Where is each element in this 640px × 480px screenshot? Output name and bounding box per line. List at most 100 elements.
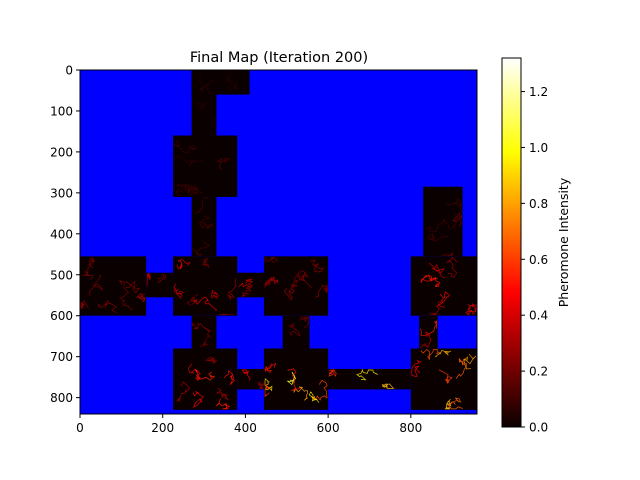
pheromone-trail — [224, 69, 233, 83]
pheromone-trail — [310, 259, 324, 273]
pheromone-trail — [445, 399, 452, 410]
pheromone-trail — [146, 273, 152, 286]
pheromone-trail — [464, 304, 473, 316]
map-region — [237, 368, 265, 390]
pheromone-trail — [205, 356, 218, 364]
x-tick-label: 0 — [76, 421, 84, 435]
pheromone-trail — [328, 369, 337, 377]
pheromone-trail — [264, 362, 277, 374]
colorbar-gradient — [501, 57, 522, 428]
pheromone-trail — [228, 77, 239, 91]
pheromone-trail — [119, 284, 134, 310]
pheromone-trail — [241, 369, 251, 381]
pheromone-trail — [426, 217, 456, 233]
pheromone-trail — [427, 233, 449, 242]
pheromone-trail — [88, 274, 103, 297]
pheromone-trail — [192, 240, 210, 256]
pheromone-trail — [264, 277, 274, 289]
pheromone-trail — [192, 72, 203, 89]
pheromone-trail — [356, 369, 378, 381]
pheromone-trail — [452, 211, 462, 228]
pheromone-trail — [173, 182, 184, 197]
x-axis: 0 200 400 600 800 — [76, 414, 422, 435]
pheromone-trail — [420, 274, 437, 283]
x-tick-label: 200 — [151, 421, 174, 435]
colorbar-tick-label: 1.0 — [529, 141, 548, 155]
pheromone-trail — [136, 292, 146, 303]
map-region — [328, 368, 411, 390]
pheromone-trail — [223, 370, 235, 386]
y-tick-label: 100 — [50, 104, 73, 118]
chart-title: Final Map (Iteration 200) — [190, 50, 368, 66]
pheromone-trail — [288, 323, 301, 337]
y-tick-label: 200 — [50, 145, 73, 159]
pheromone-trail — [264, 256, 279, 263]
pheromone-trail — [194, 369, 216, 381]
pheromone-trail — [196, 102, 208, 111]
colorbar-tick-label: 0.6 — [529, 253, 548, 267]
pheromone-trail — [83, 263, 94, 281]
pheromone-trail — [434, 349, 452, 357]
pheromone-trail — [192, 391, 204, 408]
pheromone-trail — [199, 79, 216, 95]
pheromone-trail — [446, 198, 462, 216]
pheromone-trail — [202, 257, 210, 269]
pheromone-trail — [210, 116, 216, 136]
pheromone-trail — [420, 349, 440, 361]
pheromone-trail — [446, 256, 458, 278]
x-tick-label: 800 — [399, 421, 422, 435]
x-tick-label: 400 — [234, 421, 257, 435]
y-tick-label: 500 — [50, 268, 73, 282]
pheromone-trail — [258, 381, 265, 389]
pheromone-trail — [187, 293, 199, 306]
pheromone-trail — [428, 262, 446, 279]
map-region — [410, 256, 477, 316]
pheromone-trail — [211, 289, 219, 299]
pheromone-trail — [97, 300, 117, 314]
map-region — [423, 186, 463, 257]
y-axis: 0 100 200 300 400 500 600 700 800 — [50, 64, 80, 405]
pheromone-trail — [118, 279, 140, 294]
x-tick-label: 600 — [317, 421, 340, 435]
pheromone-trail — [216, 398, 231, 410]
pheromone-trail — [441, 252, 454, 256]
map-region — [173, 135, 238, 197]
pheromone-trail — [195, 196, 209, 215]
pheromone-trail — [312, 379, 328, 401]
colorbar-tick-label: 0.8 — [529, 197, 548, 211]
pheromone-trails — [80, 69, 477, 410]
pheromone-trail — [173, 140, 198, 154]
pheromone-trail — [177, 258, 191, 270]
map-region — [419, 315, 438, 349]
pheromone-trail — [283, 284, 298, 301]
colorbar-tick-label: 0.2 — [529, 365, 548, 379]
pheromone-trail — [238, 278, 253, 288]
pheromone-trail — [300, 315, 310, 329]
pheromone-trail — [436, 291, 450, 308]
colorbar-label: Pheromone Intensity — [556, 177, 571, 307]
plot-area — [79, 69, 478, 415]
pheromone-trail — [467, 303, 477, 315]
pheromone-trail — [87, 257, 95, 269]
map-regions — [80, 70, 477, 410]
pheromone-trail — [241, 286, 252, 298]
pheromone-trail — [420, 320, 438, 336]
pheromone-trail — [173, 155, 204, 166]
y-tick-label: 600 — [50, 309, 73, 323]
pheromone-trail — [298, 271, 313, 289]
pheromone-trail — [187, 184, 199, 193]
map-region — [264, 348, 329, 410]
pheromone-trail — [199, 215, 214, 230]
y-tick-label: 0 — [65, 64, 73, 78]
pheromone-trail — [287, 368, 301, 391]
map-region — [191, 70, 217, 136]
pheromone-trail — [217, 157, 231, 170]
pheromone-trail — [287, 371, 297, 386]
pheromone-trail — [173, 283, 184, 299]
y-tick-label: 400 — [50, 227, 73, 241]
pheromone-trail — [428, 274, 441, 287]
pheromone-trail — [227, 278, 237, 301]
y-tick-label: 700 — [50, 350, 73, 364]
pheromone-trail — [290, 270, 308, 287]
map-region — [173, 256, 238, 316]
